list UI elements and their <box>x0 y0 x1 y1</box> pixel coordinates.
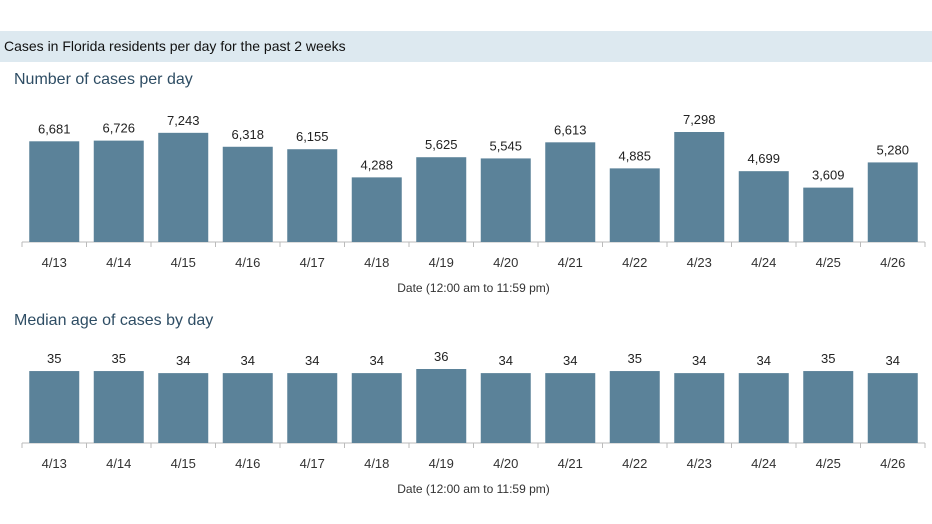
data-label: 34 <box>176 353 190 368</box>
header-title: Cases in Florida residents per day for t… <box>4 38 346 54</box>
data-label: 35 <box>47 351 61 366</box>
bar <box>158 373 209 443</box>
header-bar: Cases in Florida residents per day for t… <box>0 31 932 62</box>
chart-1-title: Number of cases per day <box>14 71 193 88</box>
data-label: 6,613 <box>554 122 587 137</box>
x-tick-label: 4/20 <box>493 255 518 270</box>
x-tick-label: 4/14 <box>106 255 131 270</box>
data-label: 34 <box>563 353 577 368</box>
x-tick-label: 4/26 <box>880 255 905 270</box>
data-label: 5,625 <box>425 137 458 152</box>
data-label: 34 <box>886 353 900 368</box>
bar <box>609 168 660 242</box>
x-tick-label: 4/24 <box>751 456 776 471</box>
data-label: 36 <box>434 349 448 364</box>
x-tick-label: 4/19 <box>429 456 454 471</box>
bar <box>867 162 918 242</box>
data-label: 34 <box>692 353 706 368</box>
data-label: 35 <box>112 351 126 366</box>
bar <box>545 142 596 242</box>
x-tick-label: 4/25 <box>816 255 841 270</box>
data-label: 4,699 <box>747 151 780 166</box>
bar <box>674 132 725 242</box>
bar <box>222 146 273 242</box>
bar <box>545 373 596 443</box>
x-tick-label: 4/21 <box>558 255 583 270</box>
data-label: 34 <box>757 353 771 368</box>
bar <box>803 371 854 443</box>
x-axis-label: Date (12:00 am to 11:59 pm) <box>397 482 550 496</box>
data-label: 34 <box>499 353 513 368</box>
x-tick-label: 4/17 <box>300 255 325 270</box>
data-label: 6,681 <box>38 121 71 136</box>
data-label: 4,288 <box>360 157 393 172</box>
x-tick-label: 4/17 <box>300 456 325 471</box>
x-tick-label: 4/19 <box>429 255 454 270</box>
bar <box>158 132 209 242</box>
x-tick-label: 4/25 <box>816 456 841 471</box>
bar <box>287 149 338 242</box>
bar <box>351 177 402 242</box>
data-label: 35 <box>821 351 835 366</box>
x-tick-label: 4/15 <box>171 456 196 471</box>
x-tick-label: 4/15 <box>171 255 196 270</box>
x-tick-label: 4/23 <box>687 255 712 270</box>
data-label: 3,609 <box>812 168 845 183</box>
x-tick-label: 4/21 <box>558 456 583 471</box>
x-axis-label: Date (12:00 am to 11:59 pm) <box>397 281 550 295</box>
data-label: 35 <box>628 351 642 366</box>
data-label: 5,545 <box>489 138 522 153</box>
data-label: 7,243 <box>167 113 200 128</box>
bar <box>351 373 402 443</box>
bar <box>480 158 531 242</box>
data-label: 5,280 <box>876 142 909 157</box>
bar <box>287 373 338 443</box>
bar <box>29 371 80 443</box>
x-tick-label: 4/18 <box>364 456 389 471</box>
x-tick-label: 4/18 <box>364 255 389 270</box>
chart-2-title: Median age of cases by day <box>14 312 214 329</box>
data-label: 34 <box>241 353 255 368</box>
data-label: 34 <box>305 353 319 368</box>
bar <box>803 187 854 242</box>
data-label: 4,885 <box>618 148 651 163</box>
bar <box>674 373 725 443</box>
data-label: 6,155 <box>296 129 329 144</box>
x-tick-label: 4/22 <box>622 255 647 270</box>
data-label: 7,298 <box>683 112 716 127</box>
x-tick-label: 4/13 <box>42 255 67 270</box>
bar <box>609 371 660 443</box>
x-tick-label: 4/20 <box>493 456 518 471</box>
median-age-chart: 35 4/13 35 4/14 34 4/15 34 4/16 34 4/17 34 4/18 36 4/… <box>21 349 926 496</box>
cases-per-day-chart: 6,681 4/13 6,726 4/14 7,243 4/15 6,318 4/16 6,15… <box>21 112 926 295</box>
bar <box>867 373 918 443</box>
bar <box>416 369 467 443</box>
x-tick-label: 4/26 <box>880 456 905 471</box>
x-tick-label: 4/16 <box>235 255 260 270</box>
bar <box>738 171 789 242</box>
x-tick-label: 4/23 <box>687 456 712 471</box>
x-tick-label: 4/16 <box>235 456 260 471</box>
x-tick-label: 4/24 <box>751 255 776 270</box>
x-tick-label: 4/14 <box>106 456 131 471</box>
x-tick-label: 4/22 <box>622 456 647 471</box>
bar <box>93 140 144 242</box>
data-label: 6,318 <box>231 127 264 142</box>
bar <box>738 373 789 443</box>
x-tick-label: 4/13 <box>42 456 67 471</box>
bar <box>222 373 273 443</box>
data-label: 34 <box>370 353 384 368</box>
bar <box>416 157 467 242</box>
bar <box>480 373 531 443</box>
bar <box>29 141 80 242</box>
bar <box>93 371 144 443</box>
data-label: 6,726 <box>102 121 135 136</box>
